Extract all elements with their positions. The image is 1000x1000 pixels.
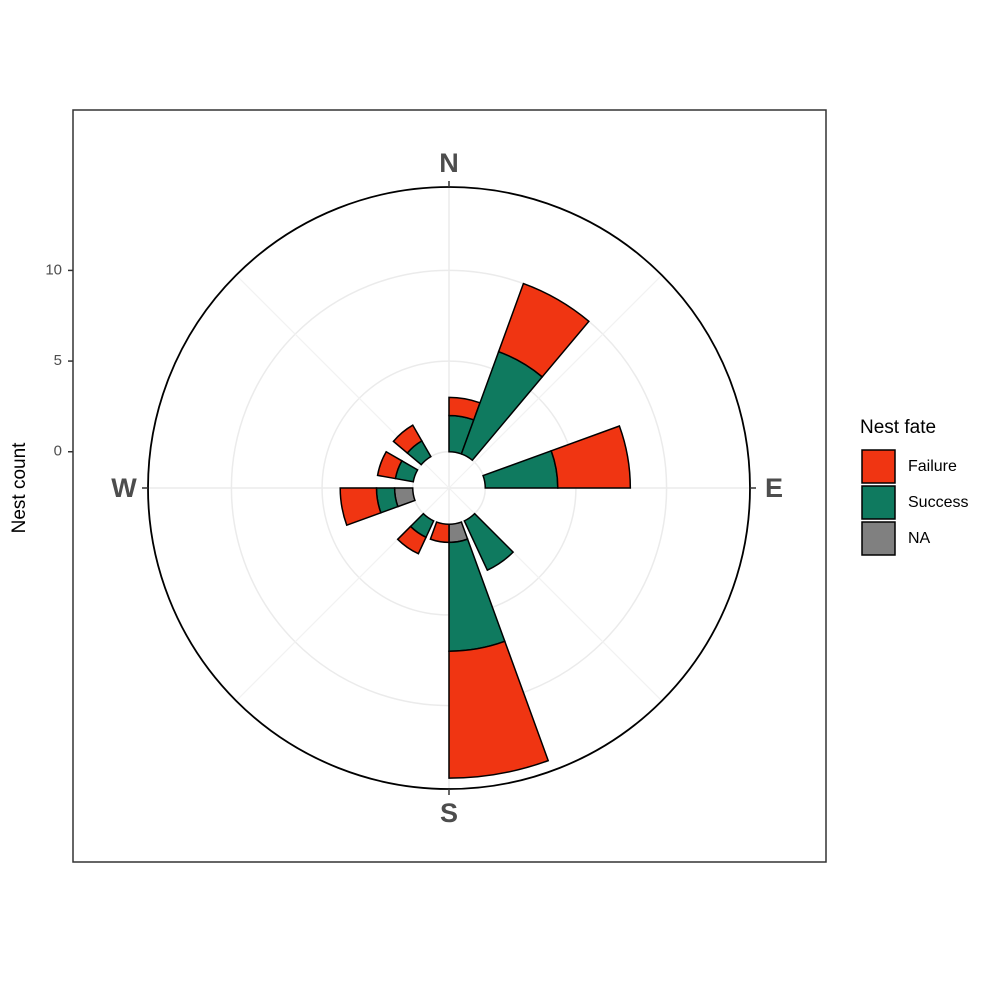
y-tick-label: 0 xyxy=(54,443,62,460)
legend-label: Failure xyxy=(908,458,957,475)
bar-segment xyxy=(463,512,515,572)
y-axis-title: Nest count xyxy=(9,442,30,534)
bar-segment xyxy=(339,487,382,527)
legend-title: Nest fate xyxy=(860,417,936,438)
legend-swatch xyxy=(861,485,896,520)
y-tick-label: 10 xyxy=(45,261,62,278)
legend-swatch xyxy=(861,521,896,556)
legend-label: NA xyxy=(908,530,931,547)
x-tick-label: S xyxy=(440,798,458,828)
x-tick-label: W xyxy=(111,473,137,503)
bar-segment xyxy=(550,425,632,489)
panel-border xyxy=(72,109,827,863)
legend-label: Success xyxy=(908,494,968,511)
bar-segment xyxy=(376,450,403,480)
bar-segment xyxy=(392,424,423,455)
bar-segment xyxy=(482,449,559,489)
x-tick-label: E xyxy=(765,473,783,503)
bar-segment xyxy=(497,282,590,378)
bar-segment xyxy=(429,521,450,544)
bar-segment xyxy=(396,525,428,555)
y-tick-label: 5 xyxy=(54,352,62,369)
bar-segment xyxy=(448,640,550,779)
legend-swatch xyxy=(861,449,896,484)
grid-line-minor xyxy=(448,274,663,489)
x-tick-label: N xyxy=(439,148,459,178)
